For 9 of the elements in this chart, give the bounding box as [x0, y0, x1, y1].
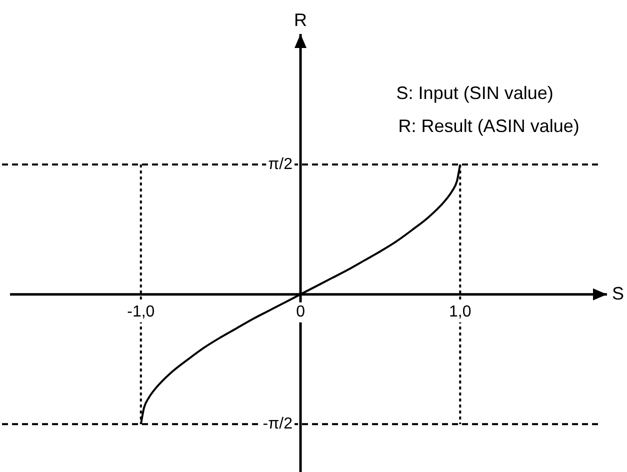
x-tick-label: 0: [296, 304, 306, 321]
x-tick-label: 1,0: [449, 304, 472, 321]
y-tick-label: -π/2: [262, 416, 293, 433]
y-tick-label: π/2: [268, 156, 293, 173]
x-axis-title: S: [612, 283, 624, 304]
x-tick-label: -1,0: [127, 304, 155, 321]
y-axis-title: R: [294, 10, 308, 30]
annotation: S: Input (SIN value): [396, 82, 554, 103]
annotation: R: Result (ASIN value): [398, 116, 580, 136]
